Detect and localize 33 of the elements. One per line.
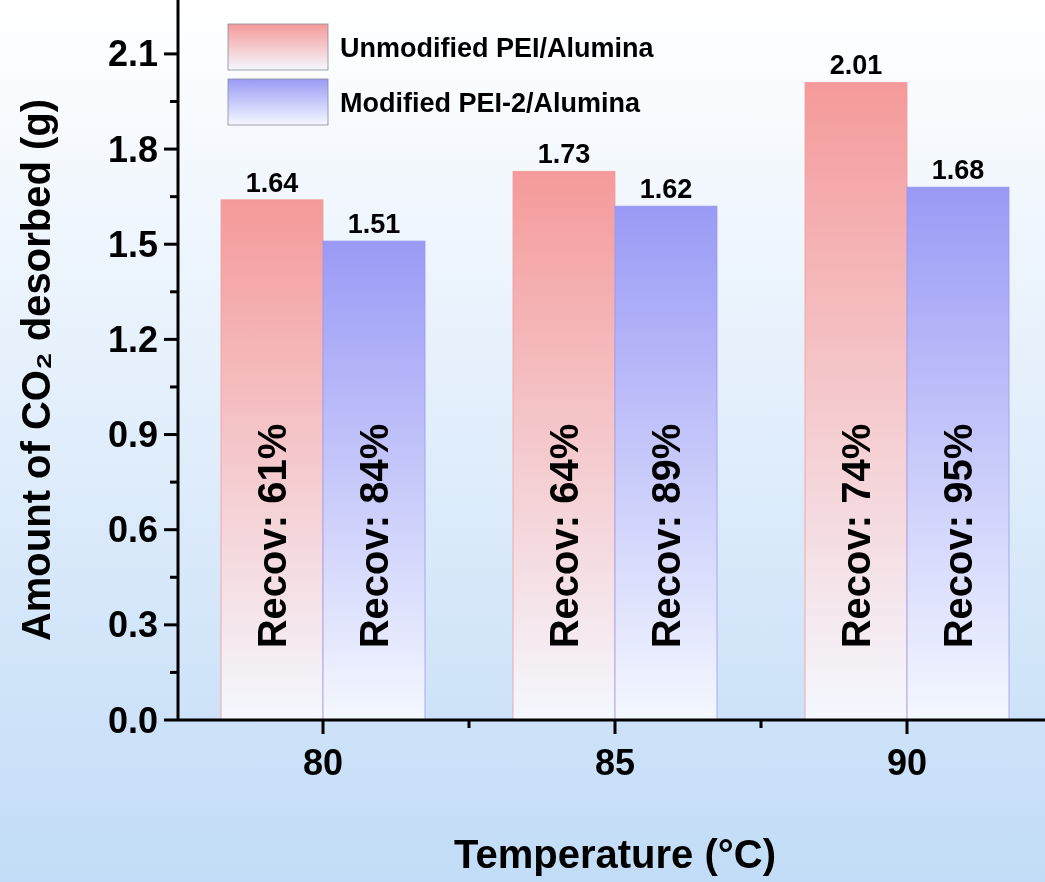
bar (804, 82, 908, 721)
y-tick-label: 0.9 (107, 414, 158, 456)
annotation: Recov: 61% (250, 423, 294, 649)
bar (220, 199, 324, 721)
y-axis-title: Amount of CO₂ desorbed (g) (14, 98, 58, 642)
x-tick-label: 90 (886, 742, 928, 783)
data-label: 1.51 (347, 209, 401, 240)
y-tick-label: 1.5 (107, 223, 158, 265)
y-tick-label: 1.2 (107, 318, 158, 360)
y-tick-label: 0.0 (107, 699, 158, 741)
y-tick-label: 1.8 (107, 128, 158, 170)
annotation: Recov: 64% (542, 423, 586, 649)
y-tick-label: 0.6 (107, 509, 158, 551)
x-tick-label: 85 (594, 742, 636, 783)
annotation: Recov: 74% (834, 423, 878, 649)
data-label: 1.73 (537, 139, 591, 170)
data-label: 1.64 (245, 167, 299, 198)
y-tick-label: 0.3 (107, 604, 158, 646)
data-label: 1.62 (639, 174, 693, 205)
data-label: 2.01 (829, 50, 883, 81)
legend-label: Modified PEI-2/Alumina (340, 88, 641, 118)
x-axis-title: Temperature (°C) (454, 832, 776, 876)
legend-label: Unmodified PEI/Alumina (340, 33, 655, 63)
annotation: Recov: 89% (644, 423, 688, 649)
annotation: Recov: 84% (352, 423, 396, 649)
bar (906, 186, 1010, 721)
x-tick-label: 80 (302, 742, 344, 783)
data-label: 1.68 (931, 155, 985, 186)
bar (512, 170, 616, 721)
annotation: Recov: 95% (936, 423, 980, 649)
y-tick-label: 2.1 (107, 33, 158, 75)
bar (322, 240, 426, 721)
bar (614, 205, 718, 721)
